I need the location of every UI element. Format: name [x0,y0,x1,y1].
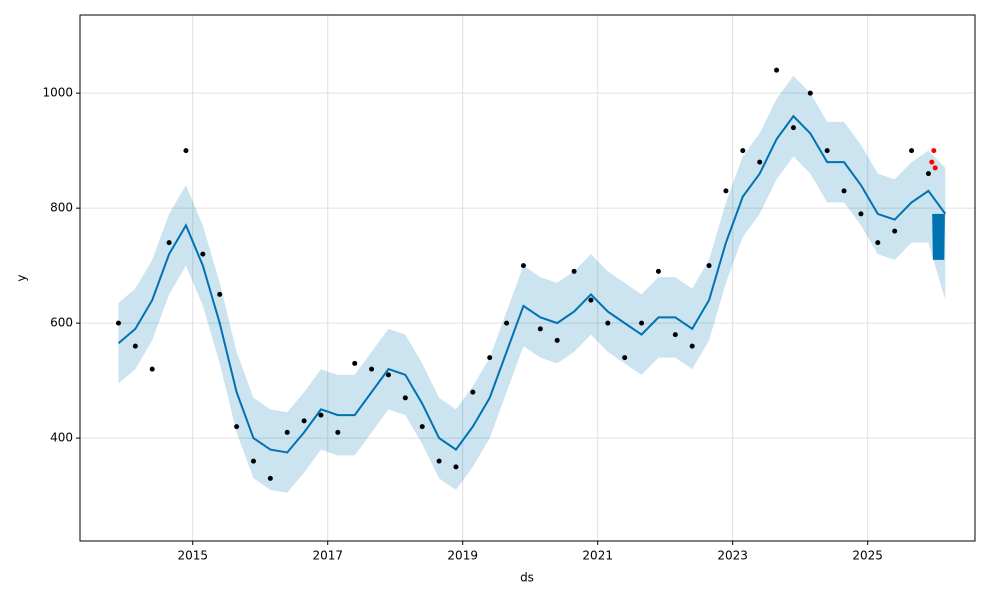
observed-point [132,343,138,349]
observed-point [554,337,560,343]
y-axis-label: y [15,274,29,281]
observed-point [723,188,729,194]
observed-point [875,240,881,246]
observed-point [504,320,510,326]
observed-point [234,424,240,430]
observed-point [166,240,172,246]
observed-point [520,263,526,269]
uncertainty-band [118,75,946,493]
observed-point [149,366,155,372]
observed-point [402,395,408,401]
observed-point [183,148,189,154]
observed-point [217,291,223,297]
observed-point [622,355,628,361]
observed-point [537,326,543,332]
observed-point [453,464,459,470]
x-tick-label: 2015 [177,549,208,563]
observed-point [301,418,307,424]
future-forecast [932,213,945,260]
observed-point [284,429,290,435]
observed-point [841,188,847,194]
observed-point [385,372,391,378]
observed-point [571,268,577,274]
x-tick-label: 2025 [852,549,883,563]
observed-point [706,263,712,269]
x-tick-label: 2017 [312,549,343,563]
observed-point [892,228,898,234]
x-axis-label: ds [520,571,534,585]
observed-point [588,297,594,303]
observed-point [335,429,341,435]
x-tick-label: 2019 [447,549,478,563]
observed-point [807,90,813,96]
observed-point [487,355,493,361]
y-tick-label: 600 [50,316,73,330]
plot-frame [79,14,976,542]
y-tick-label: 1000 [42,86,73,100]
observed-point [200,251,206,257]
observed-point [419,424,425,430]
y-tick-label: 400 [50,431,73,445]
recent-point [932,165,938,171]
recent-point [929,159,935,165]
observed-point [639,320,645,326]
observed-point [689,343,695,349]
observed-point [925,171,931,177]
observed-point [774,67,780,73]
observed-point [267,475,273,481]
x-tick-label: 2023 [717,549,748,563]
y-tick-label: 800 [50,201,73,215]
x-tick-label: 2021 [582,549,613,563]
observed-point [790,125,796,131]
observed-point [740,148,746,154]
observed-point [672,332,678,338]
observed-point [115,320,121,326]
observed-point [858,211,864,217]
observed-point [436,458,442,464]
observed-point [655,268,661,274]
observed-point [470,389,476,395]
forecast-line [117,114,947,454]
observed-point [824,148,830,154]
observed-point [757,159,763,165]
recent-point [931,148,937,154]
observed-point [909,148,915,154]
observed-point [318,412,324,418]
observed-point [352,360,358,366]
observed-point [250,458,256,464]
observed-point [605,320,611,326]
observed-point [369,366,375,372]
